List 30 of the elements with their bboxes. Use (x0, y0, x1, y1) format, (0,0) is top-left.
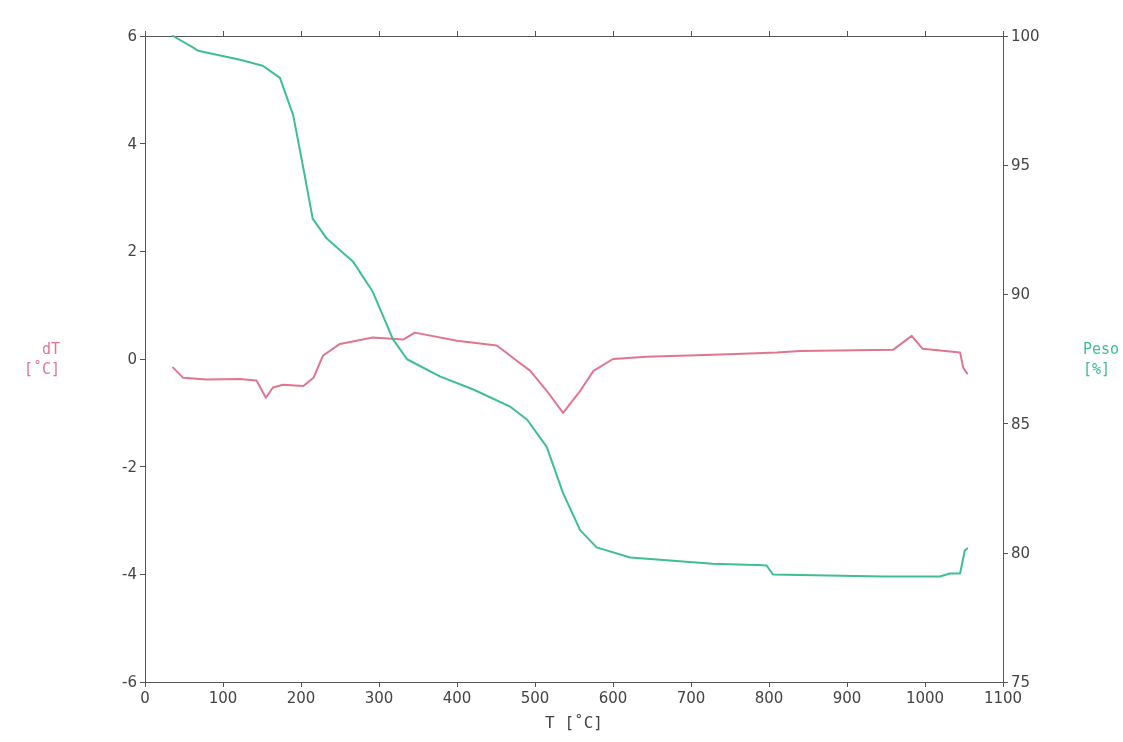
y2-tick-label: 100 (1011, 27, 1040, 45)
x-tick-label: 1000 (905, 688, 945, 707)
y2-axis-title: Peso [%] (1083, 340, 1120, 378)
y2-tick-label: 80 (1011, 543, 1031, 562)
y-tick-label: 2 (127, 242, 137, 261)
x-tick-label: 700 (676, 688, 706, 707)
y2-tick-label: 95 (1011, 156, 1031, 175)
x-tick-label: 400 (442, 688, 472, 707)
x-tick-label: 900 (832, 688, 862, 707)
y-tick-label: 6 (127, 27, 137, 45)
x-axis-title: T [˚C] (545, 712, 603, 732)
y-tick-label: 4 (127, 134, 137, 153)
y-tick-label: 0 (127, 350, 137, 368)
y-tick-label: -6 (122, 673, 137, 691)
x-tick-label: 1100 (983, 688, 1023, 707)
x-tick-label: 0 (140, 688, 150, 707)
y-tick-label: -2 (122, 457, 137, 476)
x-tick-label: 200 (286, 688, 316, 707)
line-series (172, 331, 969, 414)
y2-tick-label: 85 (1011, 414, 1031, 433)
x-tick-label: 500 (520, 688, 550, 707)
x-tick-label: 600 (598, 688, 628, 707)
x-tick-label: 800 (754, 688, 784, 707)
y2-tick-label: 90 (1011, 285, 1031, 304)
x-tick-label: 100 (208, 688, 238, 707)
y-axis-title: dT [˚C] (23, 340, 60, 378)
y-tick-label: -4 (122, 565, 137, 584)
y2-tick-label: 75 (1011, 673, 1031, 691)
line-series (172, 35, 969, 578)
x-tick-label: 300 (364, 688, 394, 707)
